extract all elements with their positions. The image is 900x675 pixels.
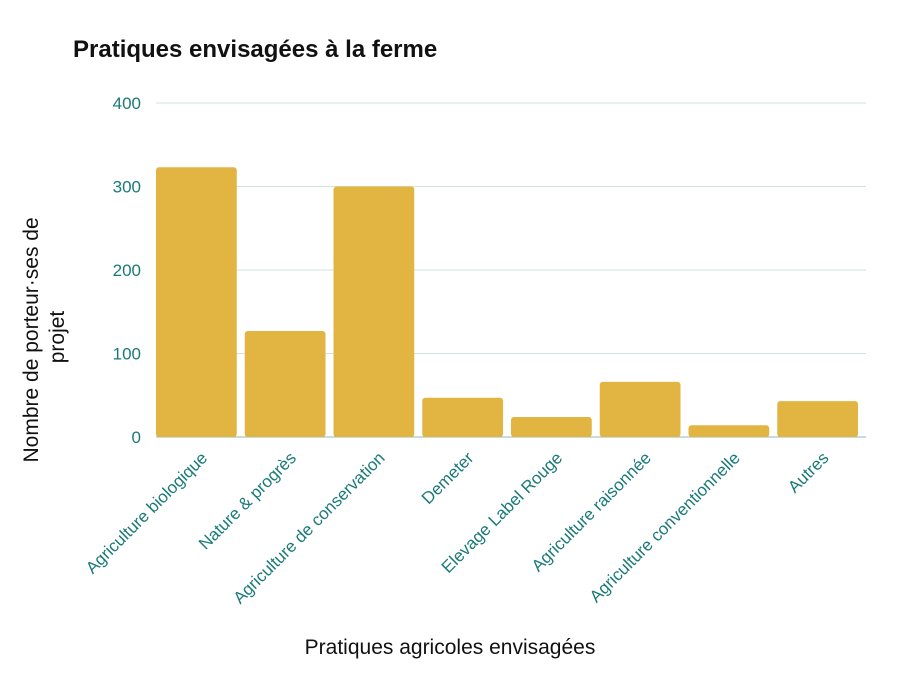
y-axis-label-line-2: projet — [46, 311, 69, 364]
y-tick-label: 0 — [132, 428, 141, 447]
bar-4 — [422, 397, 504, 437]
x-tick-label: Agriculture conventionnelle — [586, 448, 744, 606]
x-tick-label: Agriculture de conservation — [230, 448, 389, 607]
bar-3 — [333, 186, 415, 437]
bar-2 — [244, 330, 326, 437]
x-tick-label: Demeter — [418, 448, 478, 508]
bar-5 — [511, 416, 592, 437]
x-tick-label: Agriculture biologique — [82, 448, 211, 577]
y-axis-label-line-1: Nombre de porteur·ses de — [20, 217, 43, 462]
y-axis-label: Nombre de porteur·ses de projet — [20, 212, 69, 463]
bar-7 — [688, 425, 770, 437]
bar-6 — [599, 381, 681, 437]
y-axis-ticks: 0 100 200 300 400 — [113, 94, 141, 447]
y-tick-label: 400 — [113, 94, 141, 113]
bar-8 — [777, 401, 859, 437]
x-tick-label: Autres — [784, 448, 832, 496]
x-axis-label: Pratiques agricoles envisagées — [305, 636, 596, 659]
y-tick-label: 100 — [113, 345, 141, 364]
y-tick-label: 300 — [113, 178, 141, 197]
bars — [156, 167, 859, 438]
chart-title: Pratiques envisagées à la ferme — [73, 36, 438, 63]
y-tick-label: 200 — [113, 261, 141, 280]
x-tick-label: Nature & progrès — [195, 448, 300, 553]
bar-1 — [156, 167, 237, 438]
